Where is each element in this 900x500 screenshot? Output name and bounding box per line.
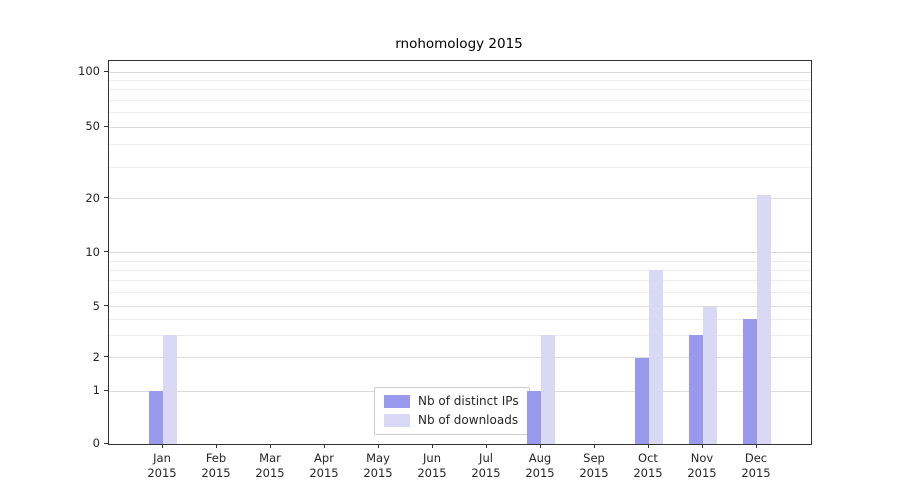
x-tick-mark bbox=[323, 444, 325, 448]
x-tick-label: Jun 2015 bbox=[417, 451, 447, 480]
gridline-minor bbox=[109, 334, 811, 336]
gridline-minor bbox=[109, 269, 811, 271]
bar-ips-nov bbox=[689, 335, 703, 444]
legend-label: Nb of distinct IPs bbox=[418, 394, 519, 408]
gridline-major bbox=[109, 126, 811, 128]
x-tick-label: May 2015 bbox=[363, 451, 393, 480]
y-tick-mark bbox=[104, 356, 108, 358]
x-tick-label: Apr 2015 bbox=[309, 451, 339, 480]
y-tick-label: 10 bbox=[85, 244, 100, 259]
y-tick-mark bbox=[104, 251, 108, 253]
x-tick-mark bbox=[269, 444, 271, 448]
y-tick-mark bbox=[104, 70, 108, 72]
gridline-minor bbox=[109, 99, 811, 101]
x-tick-mark bbox=[377, 444, 379, 448]
x-tick-label: Oct 2015 bbox=[633, 451, 663, 480]
bar-ips-oct bbox=[635, 357, 649, 444]
bar-downloads-aug bbox=[541, 335, 555, 444]
x-tick-mark bbox=[539, 444, 541, 448]
gridline-major bbox=[109, 252, 811, 254]
gridline-minor bbox=[109, 292, 811, 294]
gridline-minor bbox=[109, 280, 811, 282]
x-tick-label: Jul 2015 bbox=[471, 451, 501, 480]
legend-label: Nb of downloads bbox=[418, 413, 519, 427]
x-tick-label: Jan 2015 bbox=[147, 451, 177, 480]
gridline-major bbox=[109, 306, 811, 308]
x-tick-mark bbox=[431, 444, 433, 448]
x-tick-mark bbox=[485, 444, 487, 448]
legend-swatch-icon bbox=[384, 414, 410, 427]
gridline-major bbox=[109, 357, 811, 359]
y-tick-mark bbox=[104, 389, 108, 391]
bar-downloads-jan bbox=[163, 335, 177, 444]
chart-title: rnohomology 2015 bbox=[395, 36, 523, 52]
x-tick-label: Nov 2015 bbox=[687, 451, 717, 480]
y-tick-mark bbox=[104, 442, 108, 444]
y-tick-mark bbox=[104, 305, 108, 307]
x-tick-mark bbox=[701, 444, 703, 448]
y-tick-label: 0 bbox=[92, 436, 100, 450]
y-tick-label: 2 bbox=[92, 349, 100, 364]
legend: Nb of distinct IPs Nb of downloads bbox=[374, 387, 530, 435]
x-tick-label: Aug 2015 bbox=[525, 451, 555, 480]
gridline-minor bbox=[109, 144, 811, 146]
gridline-major bbox=[109, 71, 811, 73]
gridline-minor bbox=[109, 79, 811, 81]
plot-area: Nb of distinct IPs Nb of downloads bbox=[108, 60, 812, 445]
y-tick-label: 20 bbox=[85, 190, 100, 205]
y-tick-mark bbox=[104, 197, 108, 199]
bar-ips-dec bbox=[743, 319, 757, 444]
x-tick-label: Dec 2015 bbox=[741, 451, 771, 480]
legend-entry: Nb of distinct IPs bbox=[384, 395, 519, 408]
gridline-minor bbox=[109, 166, 811, 168]
bar-downloads-dec bbox=[757, 195, 771, 444]
y-tick-label: 5 bbox=[92, 298, 100, 313]
gridline-major bbox=[109, 198, 811, 200]
y-tick-mark bbox=[104, 125, 108, 127]
bar-ips-jan bbox=[149, 391, 163, 444]
x-tick-label: Mar 2015 bbox=[255, 451, 285, 480]
y-tick-label: 100 bbox=[78, 64, 100, 79]
gridline-minor bbox=[109, 112, 811, 114]
legend-swatch-icon bbox=[384, 395, 410, 408]
x-tick-label: Feb 2015 bbox=[201, 451, 231, 480]
y-tick-label: 50 bbox=[85, 119, 100, 134]
legend-entry: Nb of downloads bbox=[384, 414, 519, 427]
bar-downloads-oct bbox=[649, 270, 663, 444]
x-tick-mark bbox=[647, 444, 649, 448]
gridline-minor bbox=[109, 318, 811, 320]
y-tick-label: 1 bbox=[92, 383, 100, 398]
x-tick-mark bbox=[755, 444, 757, 448]
gridline-minor bbox=[109, 260, 811, 262]
bar-downloads-nov bbox=[703, 306, 717, 444]
x-tick-mark bbox=[161, 444, 163, 448]
bar-ips-aug bbox=[527, 391, 541, 444]
x-tick-mark bbox=[215, 444, 217, 448]
x-tick-label: Sep 2015 bbox=[579, 451, 609, 480]
gridline-minor bbox=[109, 89, 811, 91]
x-tick-mark bbox=[593, 444, 595, 448]
